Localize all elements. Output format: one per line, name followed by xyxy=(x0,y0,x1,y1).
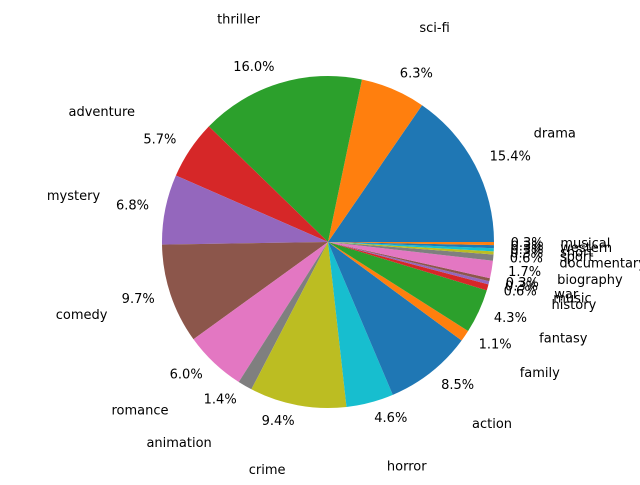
slice-label-documentary: documentary xyxy=(559,256,640,271)
slice-thriller xyxy=(208,76,362,243)
slice-label-history: history xyxy=(552,298,597,313)
slice-label-mystery: mystery xyxy=(47,189,101,204)
slice-drama xyxy=(328,105,494,242)
slice-sport xyxy=(328,242,494,255)
pct-label-biography: 1.7% xyxy=(508,265,541,280)
slice-adventure xyxy=(175,126,328,242)
slice-label-music: music xyxy=(553,292,591,307)
pct-label-western: 0.3% xyxy=(511,240,544,255)
pct-label-music: 0.3% xyxy=(505,279,538,294)
slice-family xyxy=(328,242,469,341)
slice-fantasy xyxy=(328,242,487,332)
slice-sci-fi xyxy=(328,79,423,242)
slice-label-western: western xyxy=(560,241,612,256)
slice-label-fantasy: fantasy xyxy=(539,332,588,347)
slice-musical xyxy=(328,242,494,246)
slice-label-action: action xyxy=(472,417,512,432)
pct-label-history: 0.6% xyxy=(504,284,537,299)
pct-label-crime: 9.4% xyxy=(262,414,295,429)
slices-layer xyxy=(161,76,494,409)
slice-label-family: family xyxy=(520,366,560,381)
pct-label-family: 1.1% xyxy=(479,338,512,353)
slice-western xyxy=(328,242,494,249)
slice-label-adventure: adventure xyxy=(69,105,136,120)
slice-label-drama: drama xyxy=(534,126,576,141)
slice-label-romance: romance xyxy=(111,404,168,419)
pct-label-comedy: 9.7% xyxy=(122,292,155,307)
pct-label-horror: 4.6% xyxy=(374,411,407,426)
slice-war xyxy=(328,242,490,282)
pct-label-drama: 15.4% xyxy=(490,149,531,164)
slice-label-musical: musical xyxy=(560,237,610,252)
pct-label-action: 8.5% xyxy=(441,378,474,393)
slice-animation xyxy=(238,242,328,390)
pct-label-sport: 0.3% xyxy=(510,247,543,262)
pct-label-documentary: 0.6% xyxy=(510,252,543,267)
slice-crime xyxy=(251,242,347,409)
pct-label-romance: 6.0% xyxy=(170,367,203,382)
slice-comedy xyxy=(162,242,328,340)
slice-action xyxy=(328,242,462,395)
slice-romance xyxy=(193,242,328,382)
slice-short xyxy=(328,242,494,252)
slice-label-biography: biography xyxy=(557,273,623,288)
slice-history xyxy=(328,242,489,291)
slice-label-sport: sport xyxy=(560,250,593,265)
labels-layer: 15.4%drama 6.3% sci-fi 16.0% thriller 5.7% adv… xyxy=(47,12,640,478)
pct-label-musical: 0.3% xyxy=(511,236,544,251)
slice-label-war: war xyxy=(554,287,579,302)
pct-label-adventure: 5.7% xyxy=(143,133,176,148)
slice-label-thriller: thriller xyxy=(217,12,261,27)
pct-label-fantasy: 4.3% xyxy=(494,311,527,326)
pct-label-mystery: 6.8% xyxy=(116,199,149,214)
slice-label-short: short xyxy=(560,245,593,260)
slice-mystery xyxy=(161,175,328,245)
slice-music xyxy=(328,242,490,285)
pct-label-sci-fi: 6.3% xyxy=(400,67,433,82)
slice-documentary xyxy=(328,242,494,261)
pct-label-animation: 1.4% xyxy=(204,393,237,408)
pct-label-thriller: 16.0% xyxy=(233,60,274,75)
slice-label-animation: animation xyxy=(146,436,211,451)
slice-label-crime: crime xyxy=(249,463,286,478)
slice-label-sci-fi: sci-fi xyxy=(419,21,449,36)
slice-label-comedy: comedy xyxy=(56,308,108,323)
pct-label-war: 0.3% xyxy=(506,276,539,291)
slice-horror xyxy=(328,242,393,407)
pct-label-short: 0.3% xyxy=(510,243,543,258)
slice-label-horror: horror xyxy=(387,459,427,474)
slice-biography xyxy=(328,242,493,279)
